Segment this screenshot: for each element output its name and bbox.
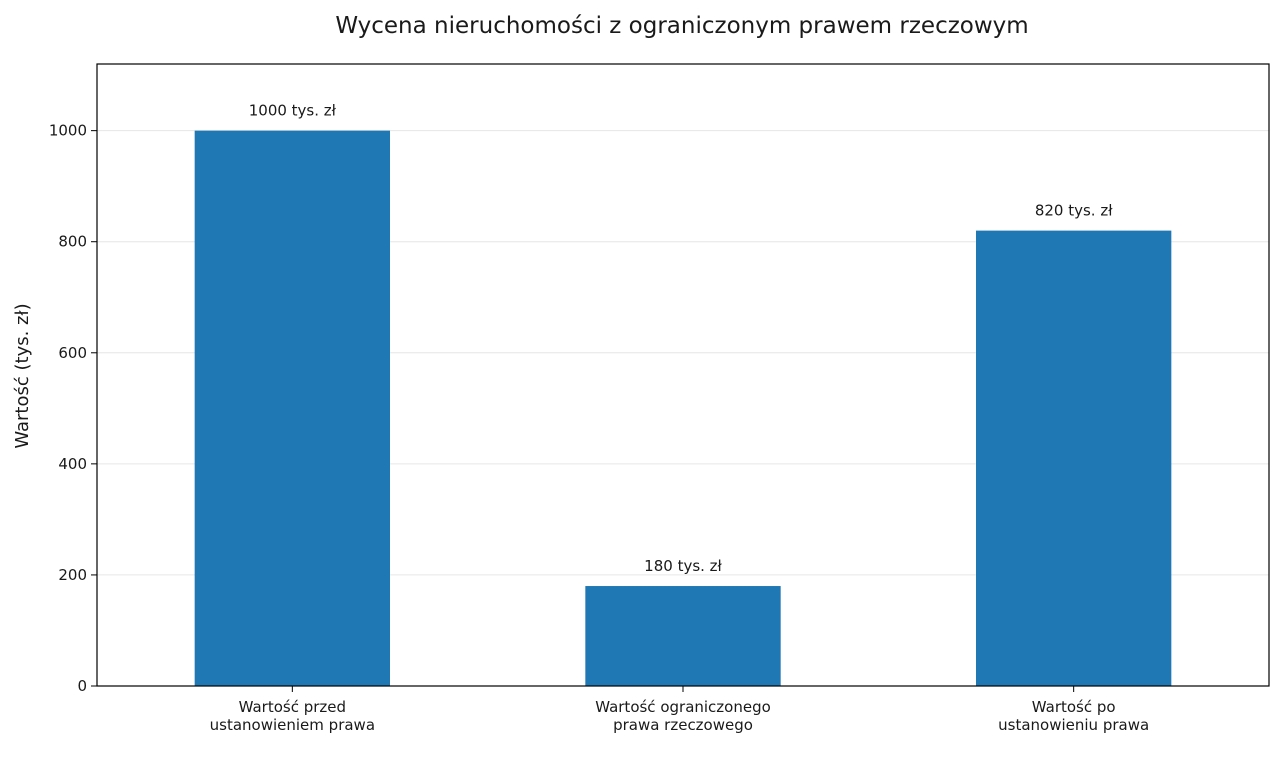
y-tick-label: 400 <box>58 455 87 473</box>
y-tick-label: 600 <box>58 344 87 362</box>
data-label: 1000 tys. zł <box>249 102 337 120</box>
y-tick-label: 0 <box>77 677 87 695</box>
bar <box>194 130 390 687</box>
x-tick-label-line: Wartość ograniczonego <box>595 698 771 716</box>
x-tick-label: Wartość po ustanowieniu prawa <box>998 698 1149 734</box>
x-axis-ticks: Wartość przed ustanowieniem prawaWartość … <box>210 686 1149 734</box>
chart-title: Wycena nieruchomości z ograniczonym praw… <box>335 13 1028 39</box>
x-tick-label-line: Wartość po <box>1032 698 1116 716</box>
x-tick-label: Wartość przed ustanowieniem prawa <box>210 698 375 734</box>
x-tick-label-line: Wartość przed <box>239 698 346 716</box>
x-tick-label: Wartość ograniczonego prawa rzeczowego <box>595 698 771 734</box>
data-label: 180 tys. zł <box>644 557 722 575</box>
y-tick-label: 800 <box>58 233 87 251</box>
x-tick-label-line: prawa rzeczowego <box>613 716 753 734</box>
x-tick-label-line: ustanowieniem prawa <box>210 716 375 734</box>
bars <box>194 130 1172 687</box>
data-label: 820 tys. zł <box>1035 202 1113 220</box>
y-tick-label: 1000 <box>49 122 87 140</box>
data-labels: 1000 tys. zł 180 tys. zł 820 tys. zł <box>249 102 1113 575</box>
y-axis-ticks: 0 200 400 600 800 1000 <box>49 122 97 695</box>
y-axis-label: Wartość (tys. zł) <box>12 303 33 448</box>
x-tick-label-line: ustanowieniu prawa <box>998 716 1149 734</box>
bar <box>585 586 781 686</box>
bar <box>976 230 1172 686</box>
y-tick-label: 200 <box>58 566 87 584</box>
